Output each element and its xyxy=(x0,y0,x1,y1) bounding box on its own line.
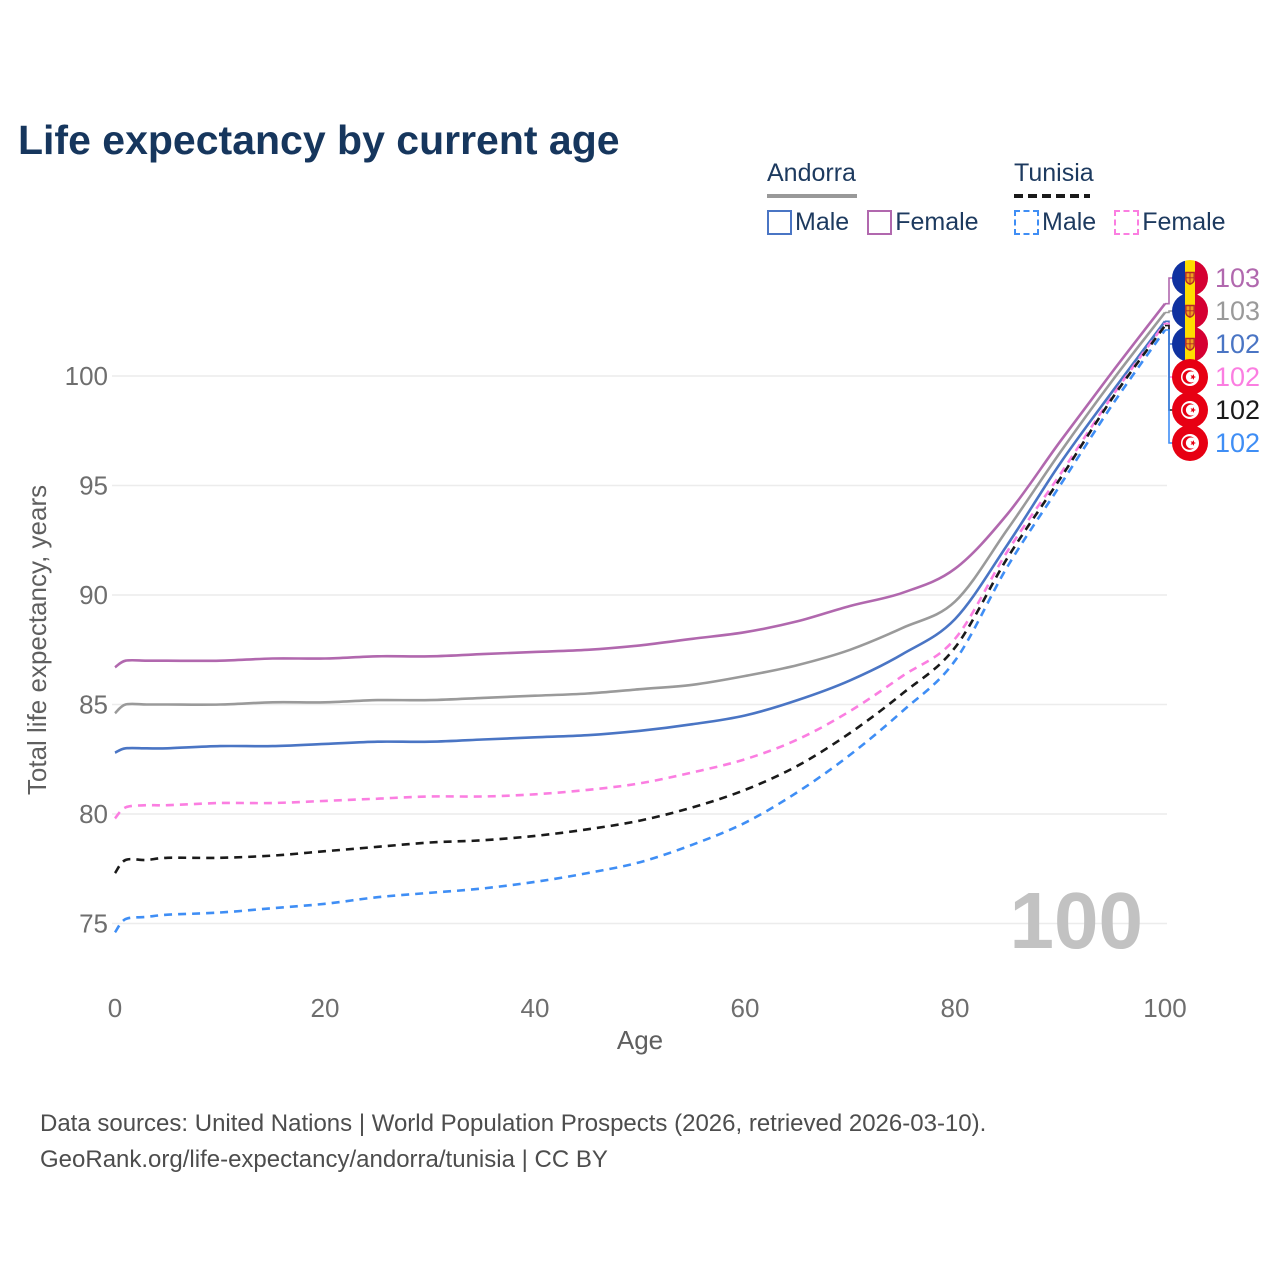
end-label-value: 102 xyxy=(1215,361,1261,392)
series-line-tunisia-overall xyxy=(113,324,1167,874)
legend-group-tunisia-title[interactable]: Tunisia xyxy=(1014,159,1094,187)
series-lines xyxy=(113,302,1167,934)
x-axis-title: Age xyxy=(617,1025,663,1055)
end-label-row-tunisia-male: 102 xyxy=(1172,425,1260,461)
series-line-andorra-overall xyxy=(114,311,1167,715)
gridlines xyxy=(112,375,1167,925)
legend-label-andorra-female[interactable]: Female xyxy=(895,207,979,236)
andorra-line-style-sample xyxy=(767,193,857,198)
y-tick-label: 100 xyxy=(65,361,108,391)
x-tick-label: 80 xyxy=(941,993,970,1023)
end-label-value: 102 xyxy=(1215,328,1261,359)
y-axis-title: Total life expectancy, years xyxy=(22,485,52,795)
end-label-value: 103 xyxy=(1215,262,1261,293)
watermark: 100 xyxy=(1010,876,1143,965)
legend-label-tunisia-female[interactable]: Female xyxy=(1142,207,1226,236)
page-title: Life expectancy by current age xyxy=(18,117,620,164)
x-axis-ticks: 0 20 40 60 80 100 xyxy=(108,993,1187,1023)
tunisia-flag-icon xyxy=(1172,392,1208,428)
end-label-value: 102 xyxy=(1215,394,1261,425)
legend-group-andorra: Andorra Male Female xyxy=(767,159,979,237)
end-label-value: 102 xyxy=(1215,427,1261,458)
x-tick-label: 20 xyxy=(311,993,340,1023)
end-label-row-andorra-female: 103 xyxy=(1172,260,1260,296)
end-label-row-andorra-overall: 103 xyxy=(1172,293,1260,329)
legend-swatch-tunisia-male[interactable] xyxy=(1014,209,1039,235)
attribution-line: GeoRank.org/life-expectancy/andorra/tuni… xyxy=(40,1146,608,1173)
andorra-flag-icon xyxy=(1172,260,1208,296)
y-tick-label: 95 xyxy=(79,471,108,501)
tunisia-flag-icon xyxy=(1172,425,1208,461)
y-tick-label: 90 xyxy=(79,580,108,610)
x-tick-label: 40 xyxy=(521,993,550,1023)
y-tick-label: 75 xyxy=(79,909,108,939)
andorra-flag-icon xyxy=(1172,293,1208,329)
end-label-value: 103 xyxy=(1215,295,1261,326)
legend-label-andorra-male[interactable]: Male xyxy=(795,207,850,236)
legend-swatch-tunisia-female[interactable] xyxy=(1114,209,1140,235)
series-line-andorra-female xyxy=(114,302,1167,669)
legend-group-tunisia: Tunisia Male Female xyxy=(1014,159,1226,237)
x-tick-label: 60 xyxy=(731,993,760,1023)
end-label-row-tunisia-overall: 102 xyxy=(1172,392,1260,428)
end-label-row-tunisia-female: 102 xyxy=(1172,359,1260,395)
end-label-row-andorra-male: 102 xyxy=(1172,326,1260,362)
tunisia-flag-icon xyxy=(1172,359,1208,395)
y-axis-ticks: 100 95 90 85 80 75 xyxy=(65,361,108,939)
x-tick-label: 100 xyxy=(1143,993,1186,1023)
y-tick-label: 80 xyxy=(79,799,108,829)
series-line-tunisia-male xyxy=(113,329,1167,934)
y-tick-label: 85 xyxy=(79,690,108,720)
legend-group-andorra-title[interactable]: Andorra xyxy=(767,159,856,187)
series-line-tunisia-female xyxy=(114,322,1167,820)
tunisia-line-style-sample xyxy=(1014,193,1090,198)
legend-swatch-andorra-male[interactable] xyxy=(767,209,792,235)
legend-label-tunisia-male[interactable]: Male xyxy=(1042,207,1097,236)
x-tick-label: 0 xyxy=(108,993,122,1023)
series-line-andorra-male xyxy=(114,320,1167,754)
andorra-flag-icon xyxy=(1172,326,1208,362)
data-sources-line: Data sources: United Nations | World Pop… xyxy=(40,1110,987,1137)
legend-swatch-andorra-female[interactable] xyxy=(867,209,893,235)
